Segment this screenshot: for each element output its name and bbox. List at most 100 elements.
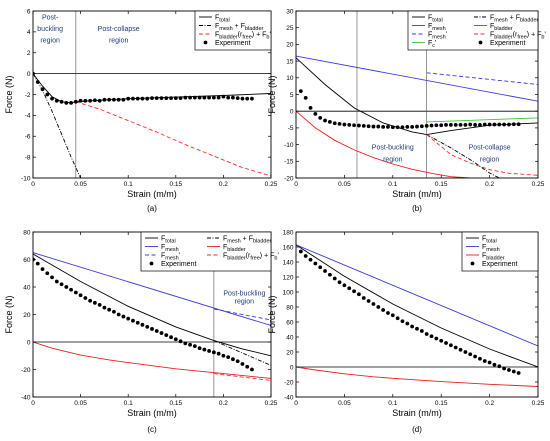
plot-frame [295,231,539,398]
experiment-point [59,282,64,287]
experiment-point [434,123,439,128]
experiment-point [386,124,390,129]
experiment-point [463,122,468,127]
experiment-point [78,293,83,298]
y-axis-label: Force (N) [267,295,277,333]
experiment-point [318,265,323,270]
experiment-point [131,318,135,323]
x-tick-label: 0.15 [435,181,448,188]
series-line [33,253,271,357]
experiment-point [202,347,207,352]
y-tick-label: 60 [286,319,294,326]
experiment-point [121,314,126,319]
experiment-point [511,369,516,374]
experiment-point [516,122,521,127]
legend-box [140,231,272,272]
experiment-point [429,334,434,339]
experiment-point [183,341,188,346]
legend-label: Experiment [215,40,250,47]
experiment-point [88,298,93,303]
region-annotation: Post- [42,14,59,21]
chart-panel: 0 0.05 0.1 0.15 0.2 0.25 -40 -20 0 20 40 60 80 Strain… [4,229,279,434]
series-line [296,57,538,136]
x-tick-label: 0.15 [169,400,182,407]
experiment-point [453,345,458,350]
experiment-point [178,339,183,344]
experiment-point [73,99,78,104]
experiment-point [361,123,366,128]
y-tick-label: 40 [286,334,294,341]
series-line [296,244,538,368]
experiment-point [159,96,164,101]
experiment-point [197,95,202,100]
y-tick-label: 15 [286,58,294,65]
experiment-point [231,357,235,362]
series-group [33,71,271,178]
experiment-point [478,356,482,361]
series-line [426,117,538,123]
legend-label: Fbladder [490,23,513,32]
experiment-point [221,353,226,358]
experiment-point [332,276,337,281]
experiment-point [352,289,356,294]
experiment-point [410,124,415,129]
legend-label: Fbladder(rfree) + Fb' [490,31,546,40]
experiment-point [221,94,226,99]
experiment-point [231,95,235,100]
y-tick-label: 0 [27,339,31,346]
experiment-point [439,338,444,343]
experiment-point [202,95,207,100]
experiment-point [482,122,487,127]
experiment-point [405,321,410,326]
experiment-point [502,122,507,127]
region-annotation: region [40,37,60,44]
experiment-point [50,275,54,280]
experiment-point [164,333,169,338]
experiment-point [216,351,221,356]
experiment-point [102,97,107,102]
y-tick-label: -20 [284,379,294,386]
experiment-point [207,95,212,100]
y-tick-label: -6 [25,134,31,141]
experiment-point [458,122,463,127]
y-tick-label: -2 [25,92,31,99]
y-tick-label: 80 [286,304,294,311]
series-line [426,72,538,85]
experiment-point [308,257,313,262]
experiment-point [487,360,492,365]
experiment-point [88,98,93,103]
experiment-point [381,308,386,312]
experiment-point [511,122,516,127]
legend-marker [149,261,154,266]
experiment-point [468,352,473,357]
legend-label: Experiment [490,40,525,47]
x-tick-label: 0.05 [338,181,351,188]
experiment-point [395,125,400,130]
experiment-point [453,122,458,127]
experiment-point [492,362,497,367]
experiment-point [250,96,254,101]
y-axis-label: Force (N) [4,295,14,333]
experiment-point [298,249,303,254]
legend-label: Experiment [161,261,196,268]
experiment-point [327,272,332,277]
panel-caption: (a) [147,204,157,213]
legend-label: Fc' [428,40,436,49]
experiment-point [183,95,188,100]
experiment-point [235,359,240,364]
y-tick-label: -4 [25,113,31,120]
experiment-point [164,96,169,101]
experiment-point [83,296,88,300]
series-line [33,73,82,178]
x-tick-label: 0.25 [265,181,278,188]
x-tick-label: 0.2 [219,181,228,188]
experiment-point [390,125,395,130]
experiment-point [342,283,347,288]
legend-box [407,10,539,51]
experiment-point [59,99,64,104]
x-tick-label: 0.2 [485,400,494,407]
experiment-point [64,285,69,289]
y-tick-label: -5 [288,125,294,132]
experiment-point [154,329,159,333]
